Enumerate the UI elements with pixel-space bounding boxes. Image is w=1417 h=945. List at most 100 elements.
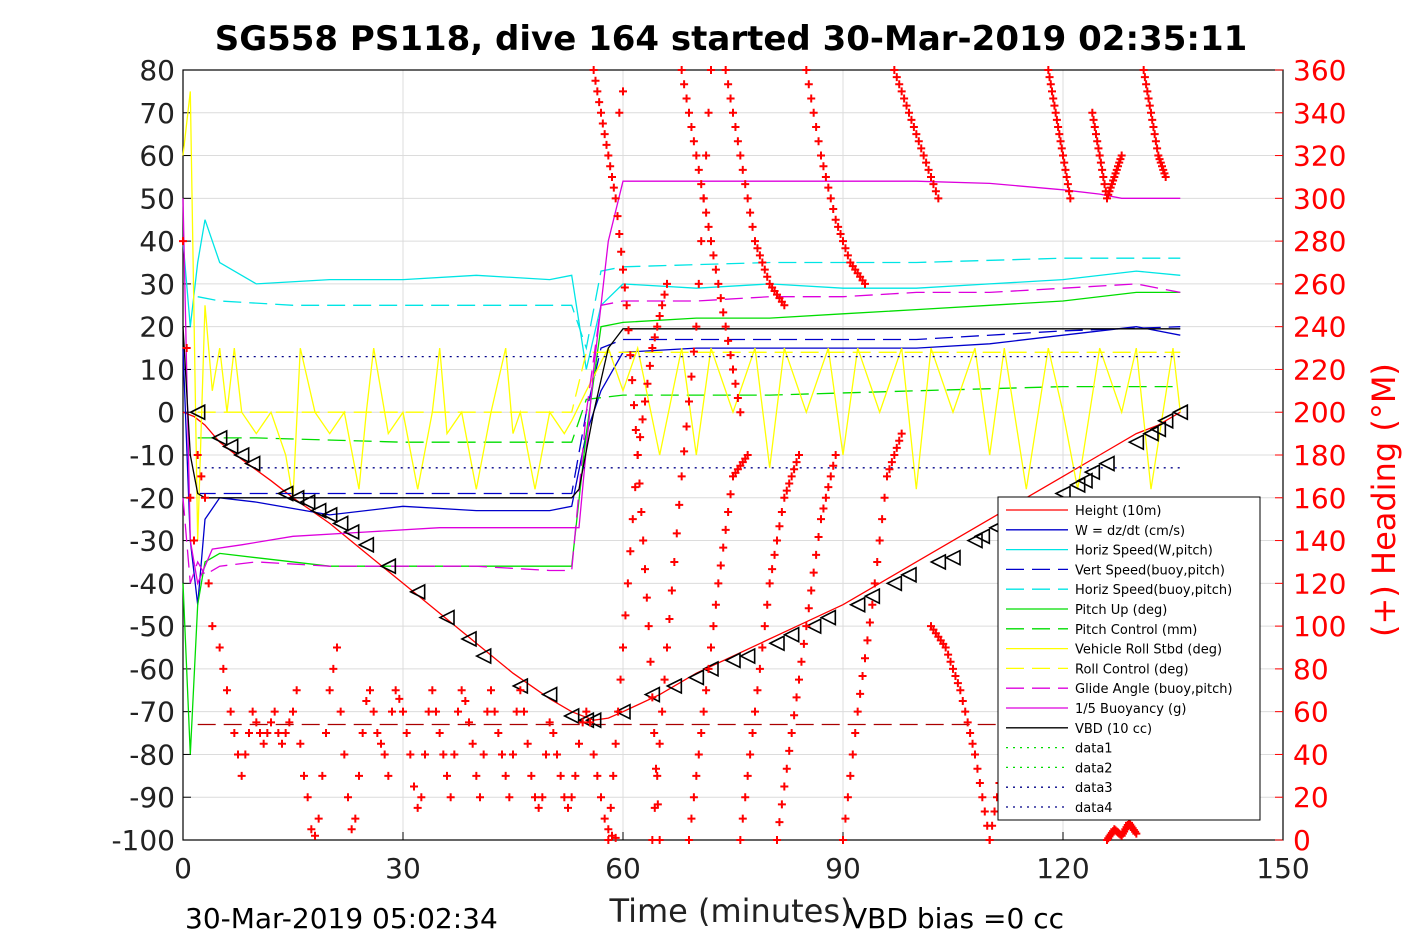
heading-marker [721, 66, 730, 74]
heading-marker [201, 493, 209, 502]
heading-marker [782, 486, 791, 495]
heading-marker [892, 73, 901, 82]
heading-marker [819, 504, 828, 513]
heading-marker [689, 137, 698, 146]
heading-marker [395, 694, 404, 703]
heading-marker [895, 80, 904, 89]
left-tick-label: 60 [139, 140, 175, 173]
heading-marker [653, 771, 662, 780]
heading-marker [694, 750, 703, 759]
heading-marker [741, 793, 750, 802]
right-tick-label: 340 [1293, 97, 1346, 130]
series-line-vbd [182, 326, 1181, 499]
heading-marker [702, 208, 711, 217]
heading-marker [922, 158, 931, 167]
heading-marker [223, 686, 231, 695]
heading-marker [501, 771, 510, 780]
heading-marker [622, 301, 631, 310]
heading-marker [351, 814, 360, 823]
heading-marker [809, 568, 818, 577]
heading-marker [670, 557, 679, 566]
heading-marker [868, 600, 877, 609]
right-tick-label: 320 [1293, 140, 1346, 173]
heading-marker [623, 579, 632, 588]
heading-marker [446, 793, 455, 802]
heading-marker [790, 465, 799, 474]
heading-marker [424, 707, 433, 716]
legend-entry-label: Vehicle Roll Stbd (deg) [1075, 643, 1222, 658]
height-marker [562, 707, 580, 725]
heading-marker [836, 229, 845, 238]
heading-marker [1140, 73, 1149, 82]
heading-marker [775, 522, 784, 531]
left-axis: 80 70 60 50 40 30 20 10 0 -10 -20 -30 -40 -50 -60 -70 -8… [111, 54, 191, 857]
heading-marker [421, 750, 429, 759]
heading-marker [758, 258, 767, 267]
heading-marker [454, 707, 462, 716]
heading-marker [604, 151, 613, 160]
x-axis-label: Time (minutes) [609, 892, 853, 930]
heading-marker [1149, 123, 1158, 132]
heading-marker [697, 729, 706, 738]
heading-marker [812, 123, 821, 132]
heading-marker [597, 108, 605, 117]
legend-entry-label: data3 [1075, 781, 1113, 796]
heading-marker [435, 729, 444, 738]
heading-marker [934, 194, 943, 203]
heading-marker [746, 750, 755, 759]
heading-marker [1099, 172, 1108, 181]
right-tick-label: 0 [1293, 824, 1311, 857]
heading-marker [614, 707, 623, 716]
heading-marker [617, 247, 626, 256]
height-marker [614, 703, 631, 720]
heading-marker [182, 344, 191, 353]
heading-marker [736, 151, 745, 160]
heading-marker [461, 696, 470, 705]
heading-marker [931, 187, 940, 196]
chart-title: SG558 PS118, dive 164 started 30-Mar-201… [215, 19, 1248, 59]
heading-marker [748, 729, 757, 738]
heading-marker [707, 66, 715, 74]
heading-marker [652, 764, 660, 773]
height-marker [768, 634, 785, 652]
heading-marker [650, 729, 659, 738]
heading-marker [795, 675, 803, 684]
heading-marker [1161, 172, 1170, 181]
heading-marker [267, 718, 275, 727]
heading-marker [755, 251, 764, 260]
height-marker [357, 536, 375, 554]
heading-marker [721, 525, 730, 534]
heading-marker [1044, 66, 1053, 74]
heading-marker [648, 344, 657, 353]
heading-marker [248, 707, 257, 716]
heading-marker [709, 622, 718, 631]
heading-marker [598, 119, 607, 128]
heading-marker [689, 793, 698, 802]
heading-marker [531, 793, 539, 802]
heading-marker [704, 222, 713, 231]
heading-marker [1060, 158, 1069, 167]
heading-marker [971, 750, 979, 759]
heading-marker [685, 836, 693, 844]
heading-marker [314, 814, 323, 823]
right-tick-label: 200 [1293, 396, 1346, 429]
heading-marker [912, 130, 921, 139]
heading-marker [498, 750, 506, 759]
heading-marker [329, 664, 338, 673]
heading-marker [773, 836, 781, 844]
heading-marker [770, 550, 779, 559]
heading-marker [834, 222, 843, 231]
heading-marker [604, 825, 613, 834]
heading-marker [716, 294, 725, 303]
heading-marker [560, 793, 569, 802]
heading-marker [988, 821, 997, 830]
heading-marker [821, 493, 830, 502]
heading-marker [635, 479, 644, 488]
heading-marker [1089, 115, 1098, 124]
heading-marker [917, 144, 926, 153]
height-marker [276, 485, 294, 502]
heading-marker [890, 451, 899, 459]
heading-marker [457, 686, 466, 695]
right-tick-label: 180 [1293, 439, 1346, 472]
legend-entry-label: Vert Speed(buoy,pitch) [1075, 563, 1225, 578]
